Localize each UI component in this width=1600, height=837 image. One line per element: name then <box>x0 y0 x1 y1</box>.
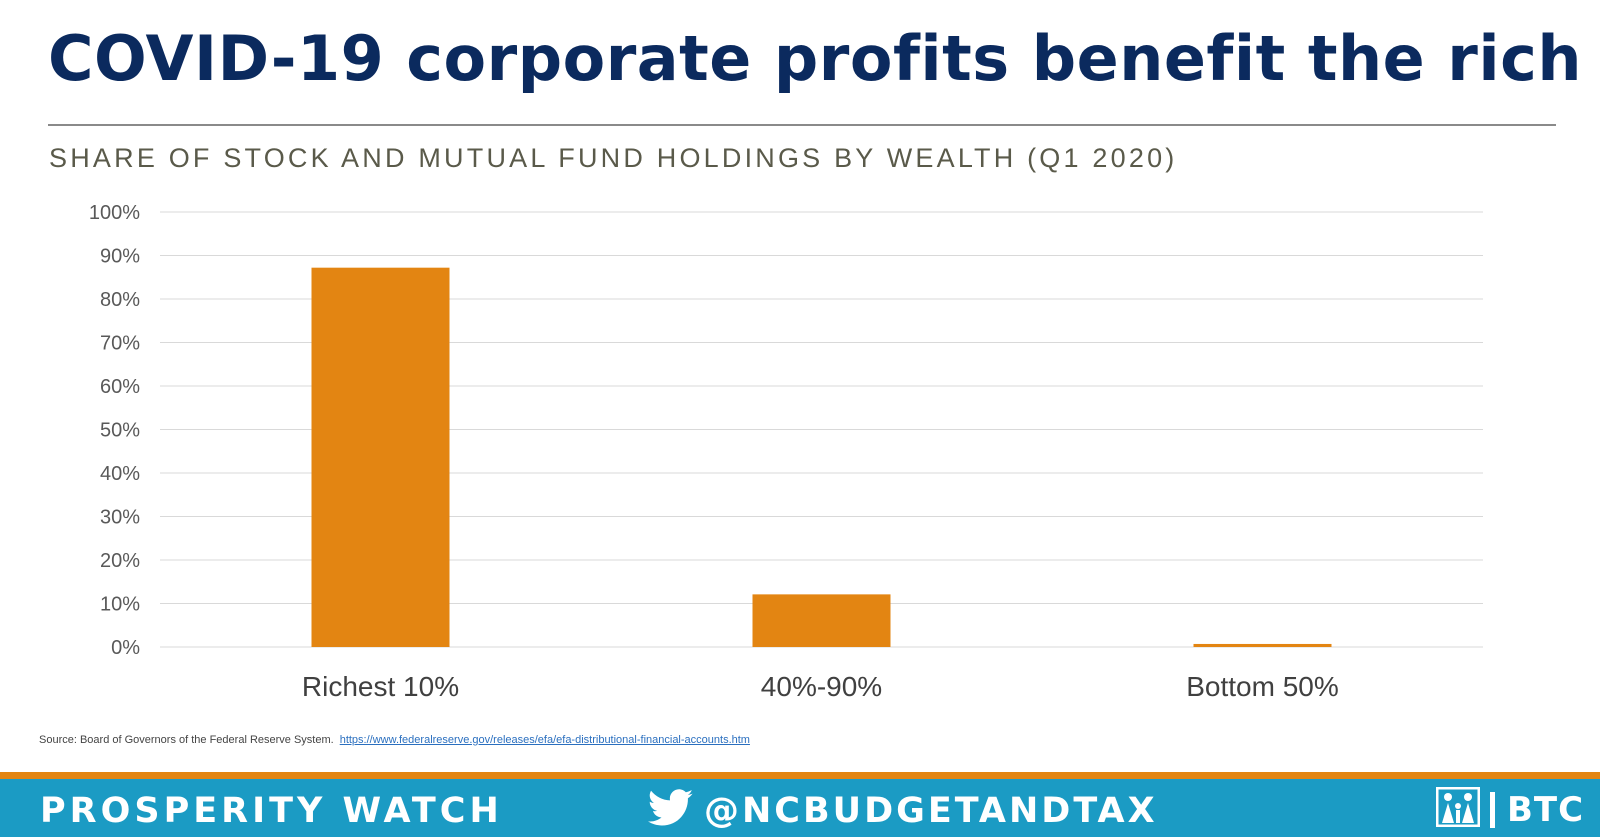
y-tick-label: 100% <box>89 202 140 224</box>
y-tick-label: 50% <box>100 420 140 442</box>
y-axis-tick-labels: 0% 10% 20% 30% 40% 50% 60% 70% 80% 90% 100% <box>89 202 140 659</box>
footer-twitter[interactable]: @NCBUDGETANDTAX <box>647 789 1158 832</box>
btc-logo: BTC <box>1435 786 1585 832</box>
y-tick-label: 0% <box>111 637 140 659</box>
y-tick-label: 10% <box>100 594 140 616</box>
twitter-handle: @NCBUDGETANDTAX <box>704 790 1158 831</box>
source-link[interactable]: https://www.federalreserve.gov/releases/… <box>339 734 750 746</box>
logo-separator <box>1490 791 1495 828</box>
footer-bar: PROSPERITY WATCH @NCBUDGETANDTAX BTC <box>0 779 1600 837</box>
y-tick-label: 80% <box>100 289 140 311</box>
source-note: Source: Board of Governors of the Federa… <box>39 734 750 746</box>
page-title: COVID-19 corporate profits benefit the r… <box>48 22 1582 95</box>
y-tick-label: 20% <box>100 550 140 572</box>
y-tick-label: 40% <box>100 463 140 485</box>
x-axis-category-labels: Richest 10% 40%-90% Bottom 50% <box>302 671 1339 702</box>
chart-title: SHARE OF STOCK AND MUTUAL FUND HOLDINGS … <box>49 143 1178 173</box>
title-divider <box>48 124 1556 126</box>
source-label: Source: Board of Governors of the Federa… <box>39 734 334 746</box>
bar <box>311 267 450 647</box>
bars <box>311 267 1332 647</box>
y-tick-label: 30% <box>100 507 140 529</box>
y-tick-label: 60% <box>100 376 140 398</box>
org-name: BTC <box>1507 789 1585 830</box>
x-category-label: Richest 10% <box>302 671 459 702</box>
bar <box>752 594 891 647</box>
bar <box>1193 643 1332 647</box>
y-tick-label: 70% <box>100 333 140 355</box>
footer-prosperity-watch: PROSPERITY WATCH <box>40 791 503 831</box>
x-category-label: Bottom 50% <box>1186 671 1339 702</box>
family-logo-icon <box>1435 786 1481 832</box>
footer-accent-stripe <box>0 772 1600 779</box>
x-category-label: 40%-90% <box>761 671 882 702</box>
y-tick-label: 90% <box>100 246 140 268</box>
twitter-bird-icon <box>647 789 694 832</box>
bar-chart: 0% 10% 20% 30% 40% 50% 60% 70% 80% 90% 100% Riches… <box>89 202 1483 702</box>
